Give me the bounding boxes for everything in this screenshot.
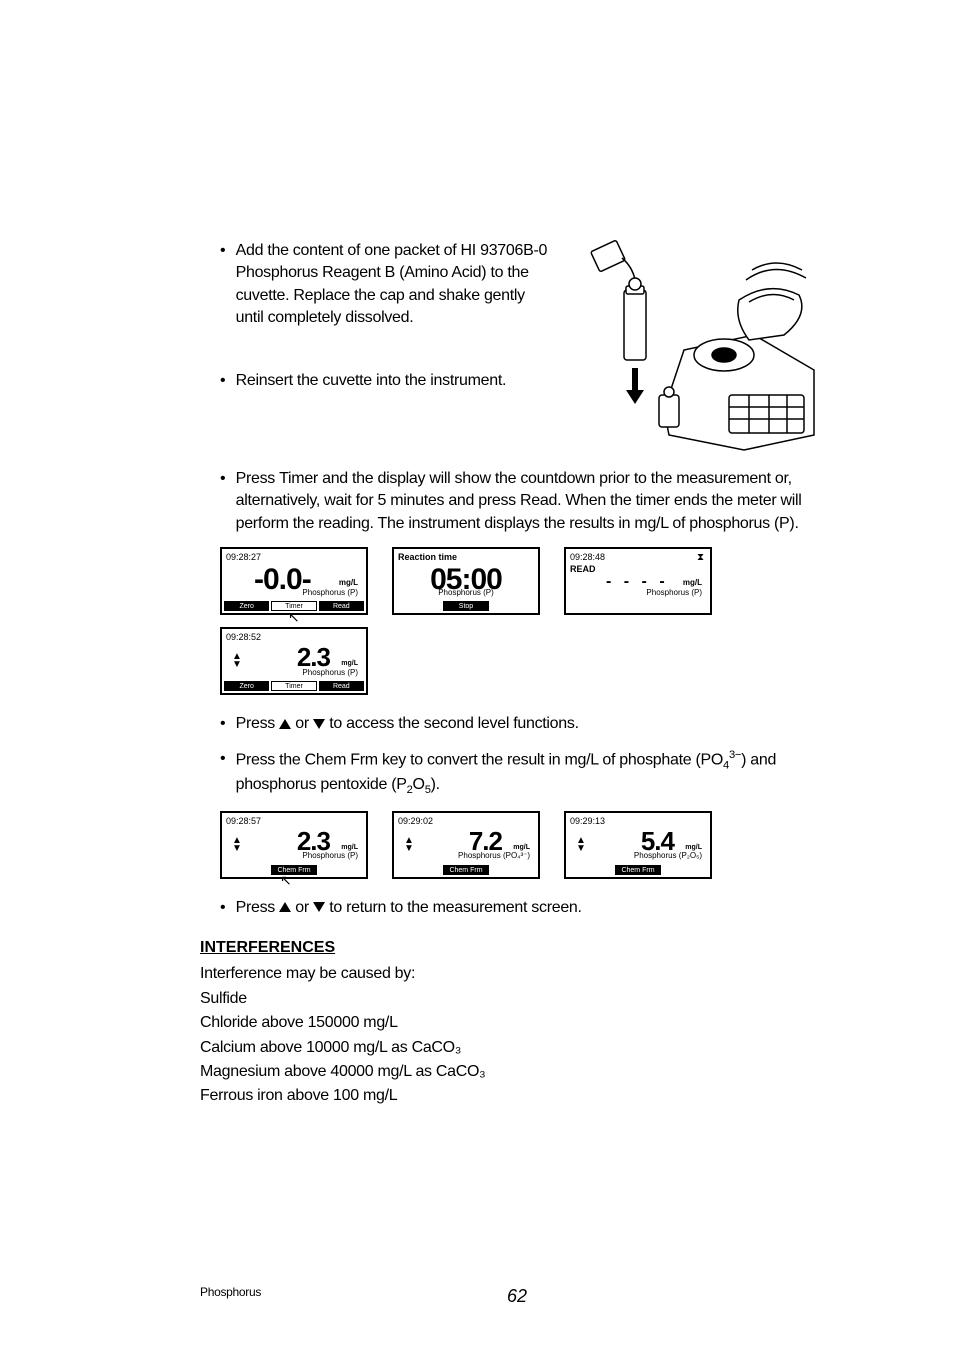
interference-item: Chloride above 150000 mg/L — [200, 1012, 834, 1034]
footer-title: Phosphorus — [200, 1284, 261, 1301]
step-chem-frm: Press the Chem Frm key to convert the re… — [236, 748, 834, 799]
step-press-timer: Press Timer and the display will show th… — [236, 468, 834, 535]
pointer-icon: ↖ — [288, 608, 300, 628]
lcd-chemfrm-p: 09:28:57 ▲▼ 2.3 mg/L Phosphorus (P) Chem… — [220, 811, 368, 879]
interference-item: Sulfide — [200, 988, 834, 1010]
bullet-icon: • — [220, 240, 226, 262]
lcd-screen-reaction: Reaction time 05:00 Phosphorus (P) Stop — [392, 547, 540, 615]
interference-item: Ferrous iron above 100 mg/L — [200, 1085, 834, 1107]
bullet-icon: • — [220, 713, 226, 735]
updown-icon: ▲▼ — [232, 837, 242, 853]
lcd-screen-zero: 09:28:27 -0.0- mg/L Phosphorus (P) Zero … — [220, 547, 368, 615]
hourglass-icon: ⧗ — [697, 551, 704, 565]
interferences-intro: Interference may be caused by: — [200, 963, 834, 985]
pointer-icon: ↖ — [280, 871, 292, 891]
interference-item: Calcium above 10000 mg/L as CaCO₃ — [200, 1037, 834, 1059]
page-number: 62 — [507, 1284, 527, 1309]
bullet-icon: • — [220, 370, 226, 392]
step-arrows-return: Press or to return to the measurement sc… — [236, 897, 834, 919]
updown-icon: ▲▼ — [576, 837, 586, 853]
step-reinsert: Reinsert the cuvette into the instrument… — [236, 370, 554, 392]
lcd-chemfrm-p2o5: 09:29:13 ▲▼ 5.4 mg/L Phosphorus (P₂O₅) C… — [564, 811, 712, 879]
step-arrows-second: Press or to access the second level func… — [236, 713, 834, 735]
bullet-icon: • — [220, 748, 226, 770]
interference-item: Magnesium above 40000 mg/L as CaCO₃ — [200, 1061, 834, 1083]
up-arrow-icon — [279, 902, 291, 912]
updown-icon: ▲▼ — [404, 837, 414, 853]
bullet-icon: • — [220, 897, 226, 919]
up-arrow-icon — [279, 719, 291, 729]
down-arrow-icon — [313, 902, 325, 912]
updown-icon: ▲▼ — [232, 653, 242, 669]
lcd-chemfrm-po4: 09:29:02 ▲▼ 7.2 mg/L Phosphorus (PO₄³⁻) … — [392, 811, 540, 879]
lcd-screen-reading: 09:28:48 ⧗ READ - - - - mg/L Phosphorus … — [564, 547, 712, 615]
down-arrow-icon — [313, 719, 325, 729]
interferences-heading: INTERFERENCES — [200, 937, 834, 959]
bullet-icon: • — [220, 468, 226, 490]
lcd-screen-result: 09:28:52 ▲▼ 2.3 mg/L Phosphorus (P) Zero… — [220, 627, 368, 695]
step-add-reagent: Add the content of one packet of HI 9370… — [236, 240, 554, 330]
instrument-illustration — [574, 240, 834, 460]
